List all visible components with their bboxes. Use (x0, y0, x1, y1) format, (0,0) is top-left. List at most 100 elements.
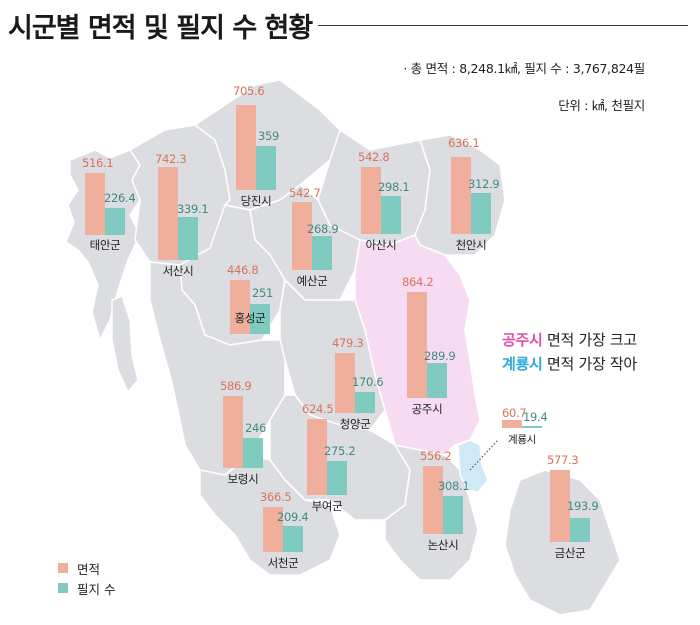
area-bar (502, 420, 522, 428)
land-bar (312, 236, 332, 270)
region-label: 예산군 (296, 274, 328, 288)
region-asan: 542.8 298.1 아산시 (358, 150, 410, 252)
note-line1-text: 면적 가장 크고 (542, 331, 637, 349)
land-value: 359 (258, 129, 280, 143)
legend-label-area: 면적 (77, 561, 101, 577)
land-value: 19.4 (523, 410, 548, 424)
land-value: 268.9 (307, 222, 339, 236)
land-value: 308.1 (438, 479, 470, 493)
region-taean: 516.1 226.4 태안군 (82, 100, 136, 252)
region-boryeong: 586.9 246 보령시 (220, 379, 267, 486)
land-value: 246 (245, 421, 267, 435)
land-value: 209.4 (277, 510, 309, 524)
area-swatch-icon (58, 563, 68, 573)
map-geumsan (504, 469, 621, 616)
area-bar (550, 470, 570, 542)
region-dangjin: 705.6 359 당진시 (233, 84, 280, 208)
region-label: 논산시 (427, 538, 459, 552)
land-value: 298.1 (378, 180, 410, 194)
area-value: 705.6 (233, 84, 265, 98)
area-bar (307, 419, 327, 495)
area-value: 366.5 (260, 490, 292, 504)
legend-label-land: 필지 수 (77, 581, 116, 597)
area-bar (236, 105, 256, 190)
region-label: 홍성군 (234, 311, 266, 325)
region-label: 계룡시 (507, 434, 537, 446)
legend-item-area: 면적 (58, 558, 115, 578)
area-bar (85, 173, 105, 235)
land-value: 226.4 (104, 191, 136, 205)
area-bar (292, 202, 312, 270)
region-cheonan: 636.1 312.9 천안시 (448, 136, 500, 252)
area-value: 542.8 (358, 150, 390, 164)
area-value: 577.3 (547, 453, 579, 467)
land-value: 289.9 (424, 349, 456, 363)
area-value: 864.2 (402, 275, 434, 289)
legend-item-land: 필지 수 (58, 578, 115, 598)
land-value: 170.6 (352, 375, 384, 389)
area-bar (361, 167, 381, 234)
area-value: 446.8 (227, 263, 259, 277)
land-value: 251 (252, 286, 274, 300)
unit-text: 단위 : ㎢, 천필지 (558, 98, 645, 113)
land-value: 312.9 (468, 177, 500, 191)
page-title: 시군별 면적 및 필지 수 현황 (8, 13, 313, 44)
area-value: 636.1 (448, 136, 480, 150)
area-value: 542.7 (289, 186, 321, 200)
area-bar (230, 280, 250, 334)
land-bar (570, 518, 590, 542)
area-bar (263, 507, 283, 552)
region-label: 서산시 (162, 264, 194, 278)
area-bar (451, 157, 471, 234)
area-value: 516.1 (82, 156, 114, 170)
land-swatch-icon (58, 583, 68, 593)
area-bar (223, 396, 243, 468)
area-bar (158, 167, 178, 260)
region-geumsan: 577.3 193.9 금산군 (547, 453, 599, 560)
area-bar (335, 353, 355, 413)
region-nonsan: 556.2 308.1 논산시 (420, 449, 470, 552)
land-bar (105, 208, 125, 235)
land-bar (327, 461, 347, 495)
note-gyeryong-highlight: 계룡시 (502, 355, 543, 373)
highlight-note: 공주시 면적 가장 크고 계룡시 면적 가장 작아 (502, 328, 637, 376)
region-label: 부여군 (311, 499, 343, 513)
map-dangjin (194, 79, 341, 211)
land-value: 193.9 (567, 499, 599, 513)
land-bar (443, 496, 463, 534)
region-label: 천안시 (455, 238, 487, 252)
area-value: 60.7 (502, 406, 527, 420)
area-value: 742.3 (155, 152, 187, 166)
area-value: 479.3 (332, 336, 364, 350)
region-buyeo: 624.5 275.2 부여군 (302, 402, 356, 513)
region-seocheon: 366.5 209.4 서천군 (260, 490, 309, 570)
area-bar (423, 466, 443, 534)
region-label: 서천군 (267, 556, 299, 570)
region-label: 금산군 (554, 546, 586, 560)
land-bar (256, 146, 276, 190)
note-line-smallest: 계룡시 면적 가장 작아 (502, 352, 637, 376)
region-gongju: 864.2 289.9 공주시 (402, 275, 456, 416)
land-bar (178, 217, 198, 260)
region-cheongyang: 479.3 170.6 청양군 (332, 336, 384, 431)
region-label: 공주시 (411, 402, 443, 416)
region-hongseong: 446.8 251 홍성군 (227, 263, 274, 334)
land-value: 339.1 (177, 202, 209, 216)
land-bar (522, 426, 542, 428)
region-seosan: 742.3 339.1 서산시 (155, 100, 209, 278)
area-value: 586.9 (220, 379, 252, 393)
land-bar (381, 196, 401, 234)
land-bar (471, 193, 491, 234)
region-label: 보령시 (227, 472, 259, 486)
region-gyeryong: 60.7 19.4 계룡시 (502, 406, 548, 446)
summary-text: · 총 면적 : 8,248.1㎢, 필지 수 : 3,767,824필 (403, 61, 645, 76)
note-line2-text: 면적 가장 작아 (542, 355, 637, 373)
region-label: 아산시 (365, 238, 397, 252)
area-value: 624.5 (302, 402, 334, 416)
note-line-largest: 공주시 면적 가장 크고 (502, 328, 637, 352)
region-label: 태안군 (89, 238, 121, 252)
land-value: 275.2 (324, 444, 356, 458)
note-gongju-highlight: 공주시 (502, 331, 543, 349)
land-bar (355, 392, 375, 413)
land-bar (250, 304, 270, 334)
